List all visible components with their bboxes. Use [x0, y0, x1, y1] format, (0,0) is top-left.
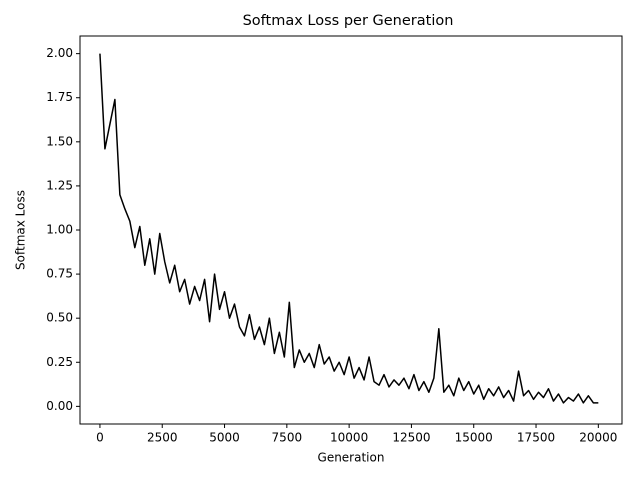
x-axis-label: Generation [318, 451, 385, 465]
y-tick-label: 1.00 [46, 223, 73, 237]
x-tick-label: 7500 [272, 431, 303, 445]
y-tick-label: 0.25 [46, 355, 73, 369]
x-tick-label: 0 [96, 431, 104, 445]
y-tick-label: 0.75 [46, 267, 73, 281]
line [99, 53, 599, 404]
x-tick-label: 20000 [579, 431, 617, 445]
y-tick-label: 2.00 [46, 46, 73, 60]
y-tick-label: 0.00 [46, 399, 73, 413]
x-tick-label: 12500 [392, 431, 430, 445]
x-tick-label: 17500 [517, 431, 555, 445]
x-tick-label: 10000 [330, 431, 368, 445]
y-tick-label: 1.75 [46, 90, 73, 104]
y-axis-label: Softmax Loss [14, 190, 28, 270]
chart-title: Softmax Loss per Generation [243, 13, 454, 29]
x-tick-label: 15000 [455, 431, 493, 445]
x-tick-label: 2500 [147, 431, 178, 445]
y-tick-label: 0.50 [46, 311, 73, 325]
y-tick-label: 1.25 [46, 178, 73, 192]
x-tick-label: 5000 [209, 431, 240, 445]
y-tick-label: 1.50 [46, 134, 73, 148]
